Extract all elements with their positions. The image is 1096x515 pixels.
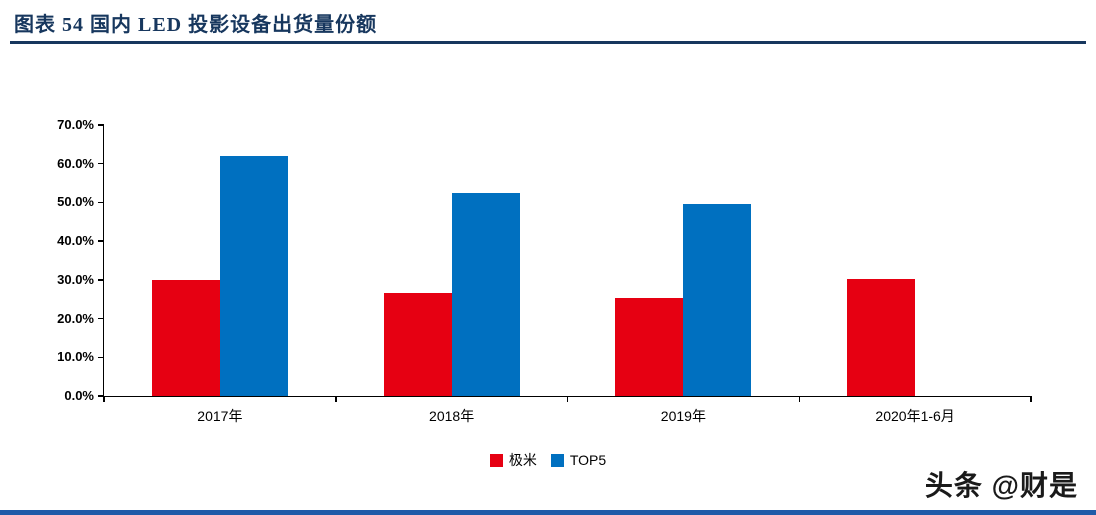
y-tick-label: 20.0% <box>57 310 94 326</box>
watermark-text: 头条 @财是 <box>924 470 1078 501</box>
y-tick-label: 50.0% <box>57 194 94 210</box>
chart-title: 图表 54 国内 LED 投影设备出货量份额 <box>14 14 378 36</box>
x-axis-tick <box>335 396 337 402</box>
y-axis-tick <box>98 124 104 126</box>
x-category-label: 2018年 <box>429 408 475 424</box>
legend-swatch <box>550 453 564 467</box>
y-tick-label: 0.0% <box>64 388 94 403</box>
y-axis-tick <box>98 201 104 204</box>
bar-极米 <box>615 298 684 396</box>
plot-area: 0.0% 10.0% 20.0% 30.0% 40.0% 50.0% 60.0% 70.0% 2… <box>57 117 1032 424</box>
legend-item: 极米 <box>489 450 537 470</box>
y-tick-label: 30.0% <box>57 271 94 287</box>
y-tick-label: 60.0% <box>57 155 94 171</box>
x-axis-tick <box>103 396 105 402</box>
bar-TOP5 <box>683 204 752 396</box>
title-divider <box>10 41 1086 44</box>
bar-TOP5 <box>219 155 288 396</box>
legend: 极米 TOP5 <box>0 450 1096 470</box>
y-tick-label: 40.0% <box>57 233 94 249</box>
legend-item: TOP5 <box>550 452 607 468</box>
bar-groups <box>104 125 1031 396</box>
x-category-label: 2020年1-6月 <box>875 408 955 424</box>
bar-极米 <box>383 292 452 396</box>
bar-极米 <box>151 279 220 396</box>
y-tick-label: 70.0% <box>57 117 94 132</box>
x-axis-tick <box>798 396 800 402</box>
bar-group <box>104 125 336 396</box>
y-axis-tick <box>98 356 104 359</box>
bar-group <box>336 125 568 396</box>
bar-TOP5 <box>451 192 520 396</box>
legend-label: TOP5 <box>569 452 607 468</box>
x-axis-tick <box>1030 396 1032 402</box>
y-axis-tick <box>98 162 104 165</box>
bar-group <box>568 125 800 396</box>
y-tick-label: 10.0% <box>57 349 94 365</box>
y-axis-tick <box>98 395 104 397</box>
x-category-label: 2017年 <box>197 408 243 424</box>
y-axis-tick <box>98 240 104 242</box>
bar-极米 <box>847 278 916 396</box>
legend-label: 极米 <box>508 452 537 468</box>
footer-divider <box>0 510 1096 515</box>
y-axis-tick <box>98 317 104 320</box>
x-category-label: 2019年 <box>660 408 706 424</box>
y-axis-tick <box>98 279 104 281</box>
x-axis-tick <box>566 396 569 402</box>
legend-swatch <box>489 453 503 467</box>
bar-group <box>799 125 1031 396</box>
